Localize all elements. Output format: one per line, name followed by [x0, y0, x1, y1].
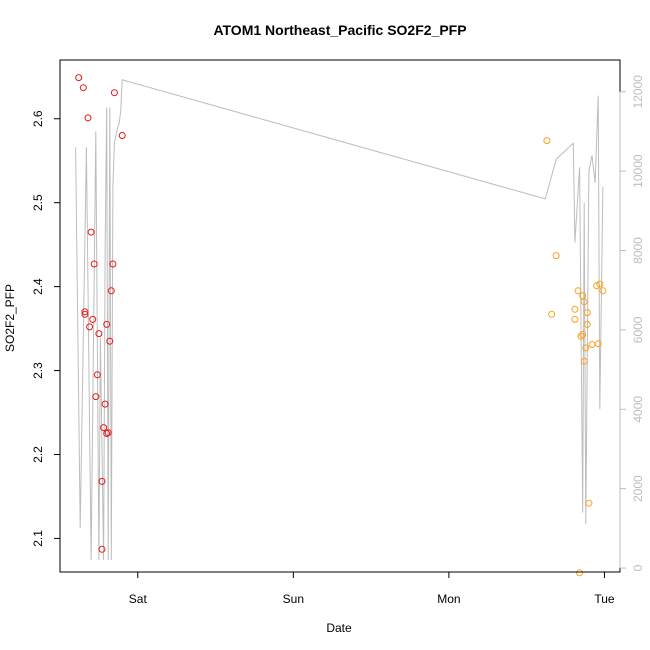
data-point — [599, 287, 607, 295]
right-tick-label: 0 — [631, 564, 645, 571]
x-tick-label: Sat — [129, 592, 148, 606]
data-point — [577, 332, 585, 340]
data-point — [596, 280, 604, 288]
data-point — [81, 308, 89, 316]
right-tick-label: 6000 — [631, 316, 645, 343]
data-point — [585, 499, 593, 507]
data-point — [548, 310, 556, 318]
data-point — [92, 393, 100, 401]
left-tick-label: 2.2 — [31, 446, 45, 463]
data-point — [571, 315, 579, 323]
data-point — [110, 89, 118, 97]
data-point — [552, 252, 560, 260]
data-point — [109, 260, 117, 268]
data-point — [583, 320, 591, 328]
plot-border — [59, 59, 621, 573]
left-y-axis: 2.1 2.2 2.3 2.4 2.5 2.6 — [31, 110, 61, 547]
x-tick-label: Mon — [437, 592, 460, 606]
data-point — [579, 331, 587, 338]
right-tick-label: 4000 — [631, 396, 645, 423]
data-point — [93, 371, 101, 379]
data-point — [75, 74, 83, 82]
x-tick-label: Sun — [283, 592, 304, 606]
y-axis-label: SO2F2_PFP — [3, 284, 17, 352]
data-point — [106, 337, 114, 345]
data-point — [103, 430, 111, 437]
data-point — [594, 340, 602, 348]
data-point — [107, 287, 115, 295]
chart-title: ATOM1 Northeast_Pacific SO2F2_PFP — [213, 22, 466, 38]
data-point — [86, 323, 94, 331]
data-point — [95, 330, 103, 338]
data-point — [81, 310, 89, 318]
right-tick-label: 8000 — [631, 237, 645, 264]
left-tick-label: 2.4 — [31, 278, 45, 295]
x-axis: Sat Sun Mon Tue — [129, 571, 615, 606]
data-point — [90, 260, 98, 268]
data-point — [543, 137, 551, 145]
left-tick-label: 2.3 — [31, 362, 45, 379]
right-tick-label: 12000 — [631, 75, 645, 109]
data-point — [100, 424, 108, 432]
grey-line-layer — [75, 79, 604, 561]
points-layer — [75, 74, 607, 577]
data-point — [89, 315, 97, 323]
right-tick-label: 2000 — [631, 475, 645, 502]
data-point — [582, 344, 590, 352]
right-tick-label: 10000 — [631, 154, 645, 188]
data-point — [101, 400, 109, 408]
data-point — [588, 341, 596, 348]
grey-series-line — [75, 79, 604, 561]
data-point — [580, 298, 588, 306]
data-point — [87, 228, 95, 236]
data-point — [574, 287, 582, 295]
data-point — [583, 309, 591, 317]
data-point — [576, 569, 584, 577]
data-point — [118, 132, 126, 139]
x-tick-label: Tue — [594, 592, 615, 606]
data-point — [98, 545, 106, 553]
data-point — [84, 114, 92, 122]
data-point — [98, 477, 106, 485]
left-tick-label: 2.6 — [31, 110, 45, 127]
data-point — [103, 320, 111, 328]
left-tick-label: 2.5 — [31, 194, 45, 211]
right-y-axis: 0 2000 4000 6000 8000 10000 12000 — [619, 75, 645, 571]
x-axis-label: Date — [326, 621, 352, 635]
left-tick-label: 2.1 — [31, 530, 45, 547]
data-point — [571, 305, 579, 313]
data-point — [79, 84, 87, 92]
data-point — [580, 357, 588, 365]
